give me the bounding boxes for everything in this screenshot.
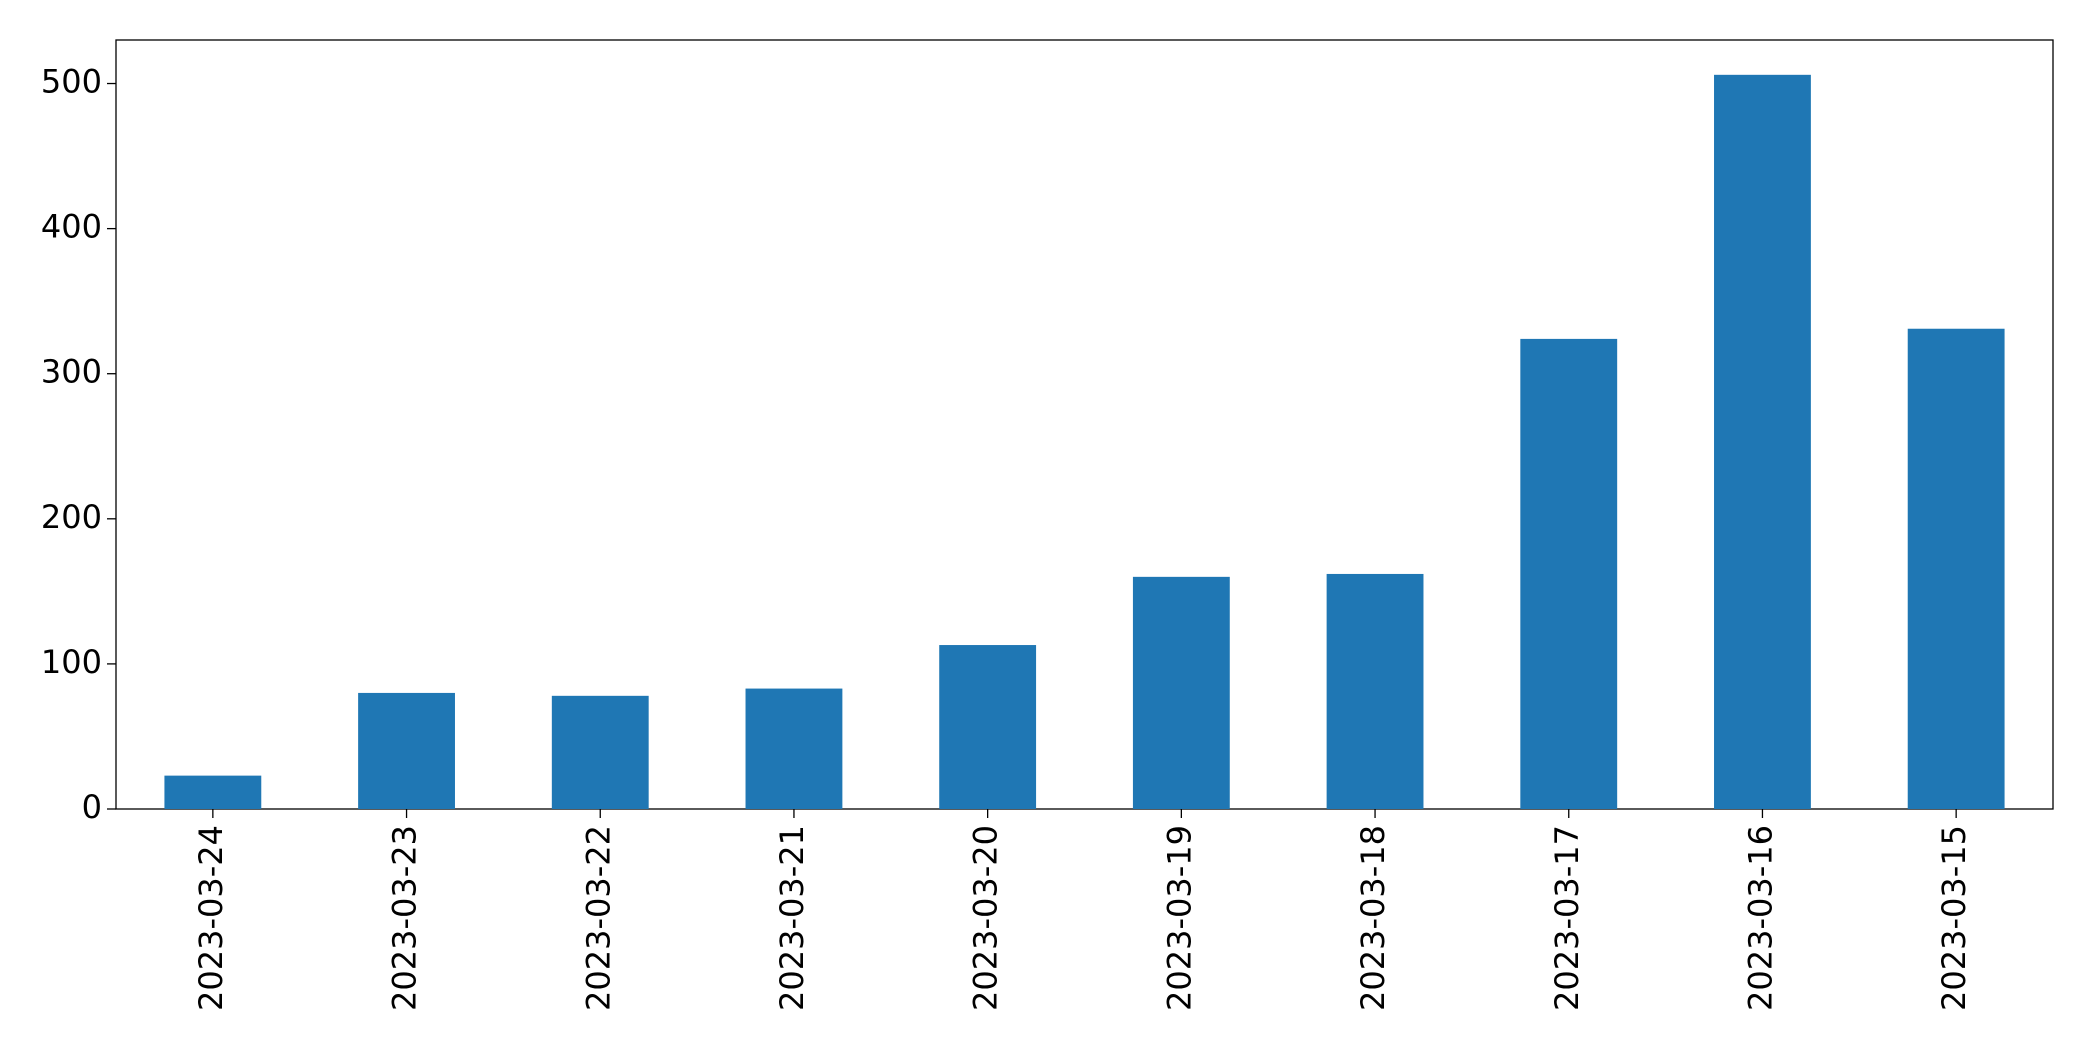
bar [358,692,455,809]
y-tick-label: 0 [82,788,102,826]
bar [551,695,649,809]
x-tick-label: 2023-03-18 [1354,825,1392,1011]
y-tick-label: 400 [41,208,102,246]
bar [164,775,262,809]
plot-frame [115,39,2054,810]
y-tick-label: 300 [41,353,102,391]
bar [1714,74,1811,810]
bar [1907,328,2005,809]
x-tick-label: 2023-03-21 [773,825,811,1011]
x-tick-label: 2023-03-17 [1548,825,1586,1011]
y-tick-label: 200 [41,498,102,536]
bar [939,645,1037,809]
x-tick-label: 2023-03-15 [1935,825,1973,1011]
bar [745,688,843,809]
bar [1326,573,1424,809]
y-tick-label: 500 [41,63,102,101]
x-tick-label: 2023-03-22 [579,825,617,1011]
x-tick-label: 2023-03-20 [967,825,1005,1011]
x-tick-label: 2023-03-16 [1741,825,1779,1011]
bar [1520,338,1618,809]
x-tick-label: 2023-03-19 [1160,825,1198,1011]
bar [1132,576,1230,809]
x-tick-label: 2023-03-23 [386,825,424,1011]
y-tick-label: 100 [41,643,102,681]
x-tick-label: 2023-03-24 [192,825,230,1011]
